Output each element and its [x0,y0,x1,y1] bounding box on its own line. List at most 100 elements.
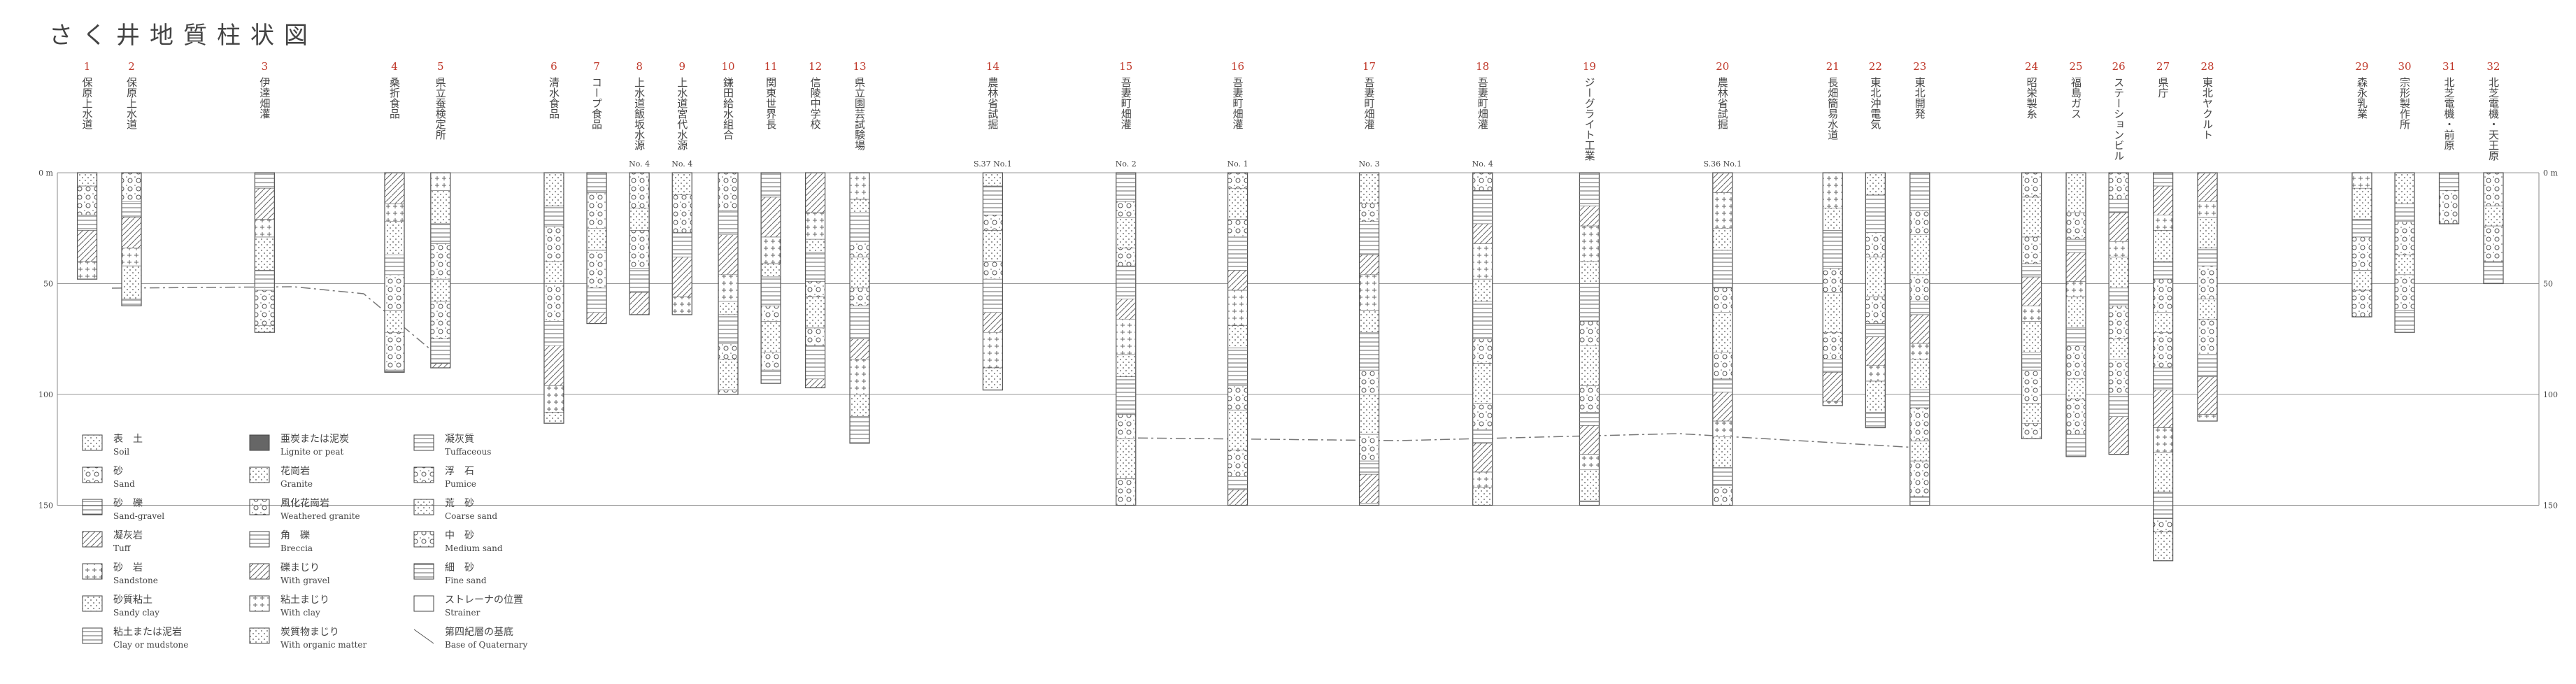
legend-icon [82,499,103,515]
layer [2197,172,2218,202]
layer [121,248,142,266]
well-sub: S.37 No.1 [974,159,1012,169]
layer [2351,236,2372,271]
well-number: 13 [853,60,867,73]
layer [849,416,870,443]
layer [718,314,739,344]
layer [1579,206,1600,227]
layer [2108,339,2129,359]
layer [1116,217,1136,249]
layer [849,241,870,257]
layer [1712,420,1733,437]
layer [760,321,781,353]
layer [718,390,739,395]
well-number: 30 [2398,60,2412,73]
well-sub: No. 4 [671,159,692,169]
layer [983,278,1003,313]
layer [2021,263,2042,278]
layer [2065,281,2086,297]
layer [2108,212,2129,242]
layer [718,301,739,315]
layer [2483,206,2504,227]
layer [805,238,825,253]
layer [1579,454,1600,471]
layer [2153,367,2173,390]
layer [1579,385,1600,413]
layer [1227,325,1248,348]
layer [586,287,607,313]
layer [1359,221,1379,255]
layer [2065,345,2086,380]
well-name: 吾妻町畑灌 [1232,77,1244,129]
layer [2021,403,2042,424]
layer [2394,172,2415,204]
well-number: 20 [1716,60,1729,73]
layer [2065,297,2086,329]
layer [1116,414,1136,439]
layer [77,185,97,215]
layer [1227,270,1248,291]
layer [1359,172,1379,204]
layer [543,345,564,386]
layer [1865,323,1886,337]
layer [629,268,650,293]
layer [255,187,275,220]
layer [1909,301,1930,315]
legend-jp: 砂 岩 [113,562,143,573]
legend-icon [82,563,103,580]
layer [1359,503,1379,506]
depth-label-right: 150 [2543,501,2558,511]
layer [2394,255,2415,276]
layer [430,278,451,302]
legend-jp: ストレーナの位置 [445,594,523,606]
layer [1116,172,1136,202]
legend-icon [249,466,270,483]
layer [849,199,870,213]
legend-en: Sand-gravel [113,511,164,521]
layer [384,369,405,373]
layer [983,332,1003,369]
layer [760,352,781,371]
well-number: 32 [2486,60,2500,73]
layer [1712,287,1733,313]
layer [1823,359,1843,373]
legend-en: Sandstone [113,576,158,585]
legend-icon [82,627,103,644]
well-name: 保原上水道 [81,77,94,129]
layer [430,223,451,244]
layer [2021,197,2042,238]
layer [1116,354,1136,377]
layer [2351,219,2372,238]
layer [1579,321,1600,346]
layer [2483,225,2504,262]
layer [2153,185,2173,215]
layer [805,378,825,388]
layer [672,297,692,315]
legend-en: With gravel [280,576,330,585]
layer [1227,219,1248,238]
legend-jp: 浮 石 [445,466,474,477]
layer [1909,496,1930,506]
layer [1579,283,1600,322]
well-number: 27 [2156,60,2170,73]
well-name: コープ食品 [590,77,603,129]
well-name: 宗形製作所 [2398,76,2411,129]
layer [805,327,825,346]
layer [1712,392,1733,422]
layer [849,212,870,242]
layer [2351,270,2372,291]
layer [543,283,564,322]
layer [1227,409,1248,450]
layer [1472,443,1493,473]
layer [1909,359,1930,390]
layer [1909,234,1930,276]
well-number: 12 [809,60,822,73]
layer [2065,434,2086,457]
layer [1909,407,1930,441]
quaternary-base-line [111,286,1917,448]
layer [1227,476,1248,490]
layer [1359,274,1379,311]
layer [2108,359,2129,395]
layer [1359,204,1379,222]
layer [1865,365,1886,382]
